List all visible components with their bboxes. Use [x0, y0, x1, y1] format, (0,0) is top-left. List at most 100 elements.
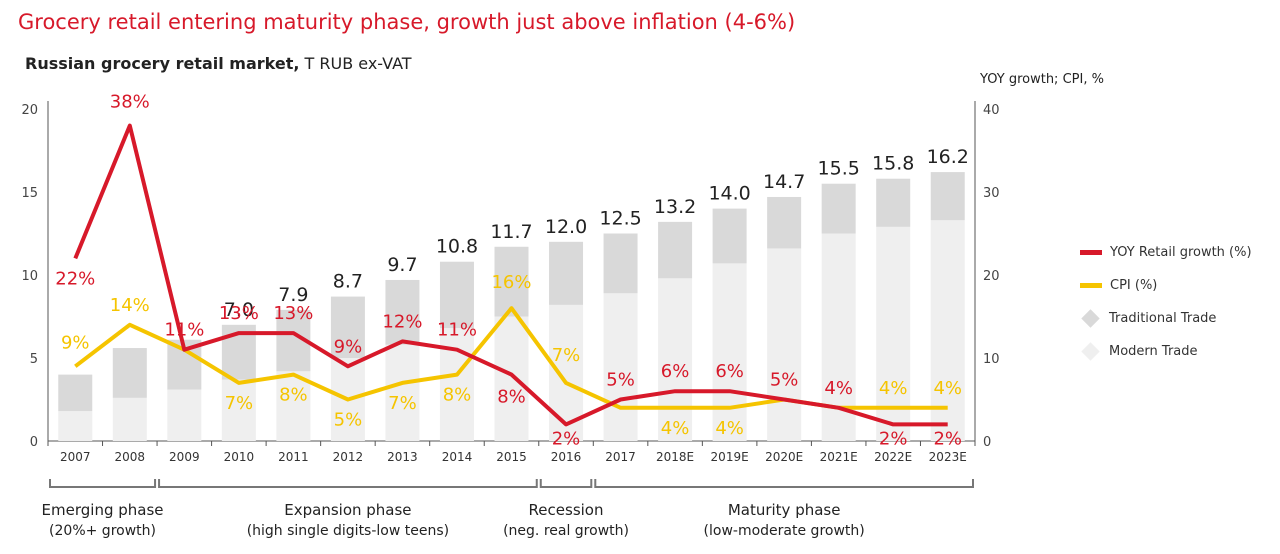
- traditional-trade-bar: [439, 261, 474, 329]
- yoy-data-label: 4%: [824, 378, 853, 399]
- legend-item-yoy: YOY Retail growth (%): [1080, 236, 1252, 269]
- bar-total-label: 15.8: [872, 153, 914, 175]
- phase-bracket: [158, 479, 538, 488]
- right-tick-label: 0: [983, 435, 991, 450]
- yoy-data-label: 13%: [273, 303, 313, 324]
- bar-total-label: 7.0: [224, 299, 254, 321]
- modern-trade-bar: [112, 397, 147, 441]
- traditional-trade-bar: [603, 233, 638, 294]
- left-tick-label: 20: [21, 103, 38, 118]
- modern-trade-bar: [712, 263, 747, 441]
- bar-total-label: 7.9: [278, 284, 308, 306]
- bar-total-label: 14.7: [763, 171, 805, 193]
- right-tick-label: 30: [983, 186, 1000, 201]
- yoy-data-label: 11%: [437, 320, 477, 341]
- cpi-data-label: 8%: [443, 385, 472, 406]
- x-tick-label: 2012: [333, 450, 364, 464]
- modern-trade-bar: [603, 293, 638, 441]
- x-tick-label: 2021E: [820, 450, 858, 464]
- phase-name-label: Emerging phase: [42, 501, 164, 519]
- traditional-trade-bar: [58, 374, 93, 412]
- bar-total-label: 11.7: [490, 221, 532, 243]
- cpi-data-label: 7%: [552, 345, 581, 366]
- yoy-data-label: 11%: [164, 320, 204, 341]
- modern-trade-bar: [276, 371, 311, 441]
- cpi-data-label: 7%: [388, 393, 417, 414]
- x-tick-label: 2007: [60, 450, 91, 464]
- x-tick-label: 2015: [496, 450, 527, 464]
- cpi-data-label: 5%: [334, 410, 363, 431]
- x-tick-label: 2013: [387, 450, 418, 464]
- modern-trade-bar: [767, 248, 802, 441]
- yoy-data-label: 8%: [497, 387, 526, 408]
- legend-diamond-swatch: [1081, 309, 1100, 328]
- traditional-trade-bar: [767, 196, 802, 249]
- legend-item-modern: Modern Trade: [1080, 335, 1252, 368]
- right-tick-label: 40: [983, 103, 1000, 118]
- cpi-data-label: 4%: [879, 378, 908, 399]
- bar-total-label: 8.7: [333, 271, 363, 293]
- phase-desc-label: (high single digits-low teens): [247, 523, 449, 539]
- traditional-trade-bar: [876, 178, 911, 227]
- legend-item-traditional: Traditional Trade: [1080, 302, 1252, 335]
- phase-bracket: [49, 479, 157, 488]
- cpi-data-label: 7%: [225, 393, 254, 414]
- phase-desc-label: (20%+ growth): [49, 523, 156, 539]
- x-tick-label: 2009: [169, 450, 200, 464]
- yoy-data-label: 9%: [334, 336, 363, 357]
- x-tick-label: 2011: [278, 450, 309, 464]
- x-tick-label: 2016: [551, 450, 582, 464]
- yoy-data-label: 6%: [661, 361, 690, 382]
- bar-total-label: 10.8: [436, 236, 478, 258]
- subtitle-unit: T RUB ex-VAT: [299, 54, 412, 73]
- bar-total-label: 9.7: [387, 254, 417, 276]
- legend-label: YOY Retail growth (%): [1110, 245, 1252, 260]
- cpi-data-label: 4%: [715, 418, 744, 439]
- modern-trade-bar: [167, 389, 202, 441]
- x-tick-label: 2008: [115, 450, 146, 464]
- x-tick-label: 2020E: [765, 450, 803, 464]
- chart-legend: YOY Retail growth (%) CPI (%) Traditional …: [1080, 236, 1252, 368]
- phase-name-label: Recession: [529, 501, 604, 519]
- modern-trade-bar: [221, 379, 256, 441]
- yoy-growth-line: [73, 123, 948, 427]
- yoy-data-label: 2%: [933, 428, 962, 449]
- x-tick-label: 2018E: [656, 450, 694, 464]
- left-tick-label: 10: [21, 269, 38, 284]
- modern-trade-bar: [58, 411, 93, 441]
- modern-trade-bar: [930, 220, 965, 441]
- legend-line-swatch: [1080, 250, 1102, 255]
- traditional-trade-bar: [385, 279, 420, 345]
- x-tick-label: 2010: [224, 450, 255, 464]
- yoy-data-label: 22%: [55, 268, 95, 289]
- modern-trade-bar: [658, 278, 693, 441]
- traditional-trade-bar: [658, 221, 693, 279]
- right-axis-unit: YOY growth; CPI, %: [980, 72, 1104, 87]
- yoy-data-label: 5%: [770, 370, 799, 391]
- traditional-trade-bar: [112, 348, 147, 398]
- traditional-trade-bar: [330, 296, 365, 358]
- bar-total-label: 16.2: [927, 146, 969, 168]
- yoy-data-label: 13%: [219, 303, 259, 324]
- legend-label: Modern Trade: [1109, 344, 1198, 359]
- yoy-data-label: 2%: [552, 428, 581, 449]
- legend-label: Traditional Trade: [1109, 311, 1217, 326]
- cpi-data-label: 9%: [61, 332, 90, 353]
- yoy-data-label: 5%: [606, 370, 635, 391]
- x-tick-label: 2022E: [874, 450, 912, 464]
- traditional-trade-bar: [712, 208, 747, 264]
- legend-label: CPI (%): [1110, 278, 1158, 293]
- bar-total-label: 14.0: [708, 183, 750, 205]
- bar-total-label: 12.5: [599, 208, 641, 230]
- legend-line-swatch: [1080, 283, 1102, 288]
- legend-diamond-swatch: [1081, 342, 1100, 361]
- chart-subtitle: Russian grocery retail market, T RUB ex-…: [25, 54, 412, 73]
- right-tick-label: 20: [983, 269, 1000, 284]
- bar-total-label: 15.5: [818, 158, 860, 180]
- x-tick-label: 2017: [605, 450, 636, 464]
- modern-trade-bar: [494, 316, 529, 441]
- phase-desc-label: (low-moderate growth): [704, 523, 865, 539]
- cpi-data-label: 4%: [661, 418, 690, 439]
- x-tick-label: 2014: [442, 450, 473, 464]
